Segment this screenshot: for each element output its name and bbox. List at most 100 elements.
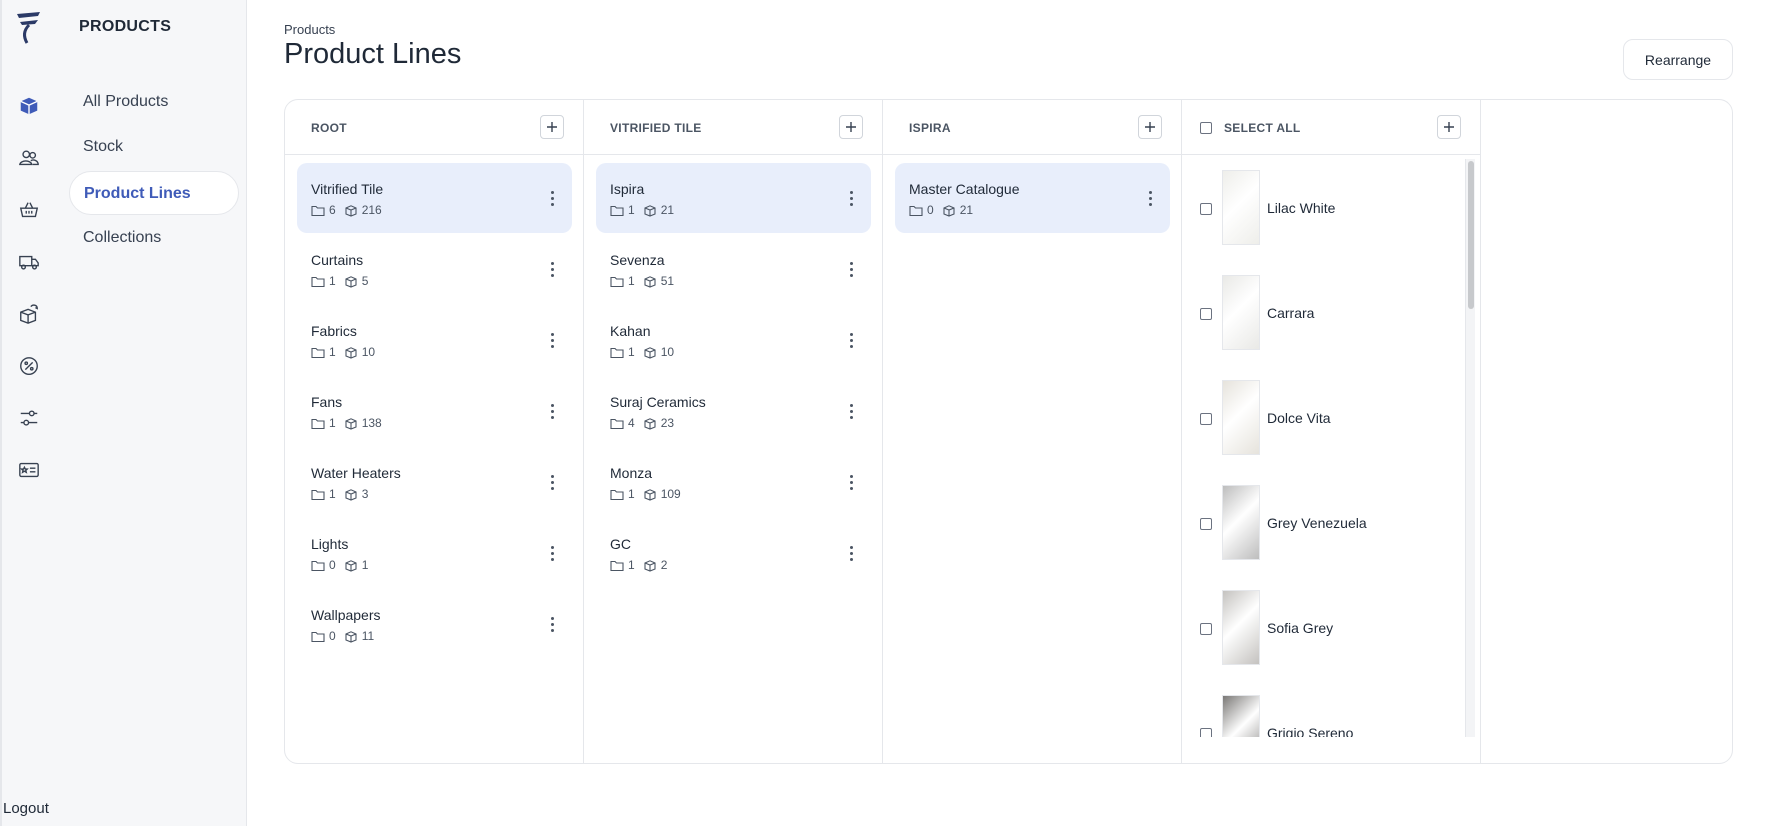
rearrange-button[interactable]: Rearrange xyxy=(1623,39,1733,80)
settings-sliders-icon[interactable] xyxy=(16,405,42,431)
folder-count: 1 xyxy=(628,345,635,359)
product-checkbox[interactable] xyxy=(1200,623,1212,635)
select-all[interactable]: SELECT ALL xyxy=(1200,121,1301,135)
folder-count: 1 xyxy=(329,274,336,288)
category-card[interactable]: Sevenza 1 51 xyxy=(596,234,871,304)
product-name: Dolce Vita xyxy=(1267,410,1331,426)
category-card[interactable]: Kahan 1 10 xyxy=(596,305,871,375)
category-card[interactable]: Master Catalogue 0 21 xyxy=(895,163,1170,233)
category-counts: 0 21 xyxy=(909,203,973,217)
category-card[interactable]: Vitrified Tile 6 216 xyxy=(297,163,572,233)
product-row[interactable]: Grey Venezuela xyxy=(1182,471,1462,575)
column-title: VITRIFIED TILE xyxy=(610,121,702,135)
product-row[interactable]: Grigio Sereno xyxy=(1182,681,1462,737)
add-button[interactable] xyxy=(540,115,564,139)
product-thumbnail xyxy=(1222,275,1260,350)
category-card[interactable]: GC 1 2 xyxy=(596,518,871,588)
scrollbar[interactable] xyxy=(1465,159,1475,737)
product-checkbox[interactable] xyxy=(1200,203,1212,215)
more-options-icon[interactable] xyxy=(843,542,859,564)
product-row[interactable]: Dolce Vita xyxy=(1182,366,1462,470)
folder-count: 1 xyxy=(329,416,336,430)
category-name: Water Heaters xyxy=(311,465,401,481)
category-name: Fans xyxy=(311,394,343,410)
product-row[interactable]: Carrara xyxy=(1182,261,1462,365)
logout-link[interactable]: Logout xyxy=(3,800,49,817)
more-options-icon[interactable] xyxy=(544,258,560,280)
product-row[interactable]: Lilac White xyxy=(1182,156,1462,260)
product-checkbox[interactable] xyxy=(1200,518,1212,530)
folder-icon xyxy=(610,205,624,216)
delivery-truck-icon[interactable] xyxy=(16,249,42,275)
category-name: Suraj Ceramics xyxy=(610,394,706,410)
product-count: 2 xyxy=(660,558,668,572)
category-card[interactable]: Fans 1 138 xyxy=(297,376,572,446)
more-options-icon[interactable] xyxy=(544,542,560,564)
products-icon[interactable] xyxy=(16,93,42,119)
more-options-icon[interactable] xyxy=(544,187,560,209)
folder-icon xyxy=(610,560,624,571)
folder-icon xyxy=(311,276,325,287)
more-options-icon[interactable] xyxy=(843,400,859,422)
more-options-icon[interactable] xyxy=(1142,187,1158,209)
scrollbar-thumb[interactable] xyxy=(1468,161,1474,309)
category-card[interactable]: Curtains 1 5 xyxy=(297,234,572,304)
plus-icon xyxy=(846,122,856,132)
nav-item-stock[interactable]: Stock xyxy=(83,138,124,155)
product-count: 51 xyxy=(660,274,675,288)
category-card[interactable]: Suraj Ceramics 4 23 xyxy=(596,376,871,446)
product-checkbox[interactable] xyxy=(1200,413,1212,425)
more-options-icon[interactable] xyxy=(544,329,560,351)
product-checkbox[interactable] xyxy=(1200,728,1212,737)
category-card[interactable]: Water Heaters 1 3 xyxy=(297,447,572,517)
category-card[interactable]: Monza 1 109 xyxy=(596,447,871,517)
more-options-icon[interactable] xyxy=(843,187,859,209)
id-card-icon[interactable] xyxy=(16,457,42,483)
product-checkbox[interactable] xyxy=(1200,308,1212,320)
category-name: Fabrics xyxy=(311,323,357,339)
category-counts: 1 51 xyxy=(610,274,674,288)
customers-icon[interactable] xyxy=(16,145,42,171)
nav-item-collections[interactable]: Collections xyxy=(83,229,162,246)
folder-count: 0 xyxy=(329,558,336,572)
category-counts: 6 216 xyxy=(311,203,382,217)
category-card[interactable]: Wallpapers 0 11 xyxy=(297,589,572,659)
more-options-icon[interactable] xyxy=(843,471,859,493)
product-count: 21 xyxy=(959,203,974,217)
category-card[interactable]: Ispira 1 21 xyxy=(596,163,871,233)
product-thumbnail xyxy=(1222,380,1260,455)
more-options-icon[interactable] xyxy=(544,471,560,493)
column-title: ROOT xyxy=(311,121,347,135)
product-box-icon xyxy=(644,204,656,217)
logo-icon[interactable] xyxy=(14,10,44,46)
breadcrumb[interactable]: Products xyxy=(284,22,336,37)
returns-icon[interactable] xyxy=(16,301,42,327)
category-card[interactable]: Fabrics 1 10 xyxy=(297,305,572,375)
basket-icon[interactable] xyxy=(16,197,42,223)
folder-count: 1 xyxy=(329,487,336,501)
add-button[interactable] xyxy=(1138,115,1162,139)
category-card[interactable]: Lights 0 1 xyxy=(297,518,572,588)
column-header: SELECT ALL xyxy=(1182,100,1480,155)
category-counts: 1 21 xyxy=(610,203,674,217)
product-box-icon xyxy=(345,204,357,217)
more-options-icon[interactable] xyxy=(843,329,859,351)
more-options-icon[interactable] xyxy=(843,258,859,280)
nav-item-product-lines[interactable]: Product Lines xyxy=(69,171,239,215)
nav-item-all-products[interactable]: All Products xyxy=(83,93,169,110)
product-box-icon xyxy=(644,559,656,572)
folder-count: 4 xyxy=(628,416,635,430)
folder-count: 1 xyxy=(628,203,635,217)
more-options-icon[interactable] xyxy=(544,400,560,422)
folder-count: 6 xyxy=(329,203,336,217)
product-box-icon xyxy=(644,488,656,501)
add-button[interactable] xyxy=(1437,115,1461,139)
select-all-checkbox[interactable] xyxy=(1200,122,1212,134)
add-button[interactable] xyxy=(839,115,863,139)
discount-icon[interactable] xyxy=(16,353,42,379)
product-row[interactable]: Sofia Grey xyxy=(1182,576,1462,680)
more-options-icon[interactable] xyxy=(544,613,560,635)
category-counts: 0 11 xyxy=(311,629,374,643)
folder-count: 1 xyxy=(329,345,336,359)
product-box-icon xyxy=(644,275,656,288)
